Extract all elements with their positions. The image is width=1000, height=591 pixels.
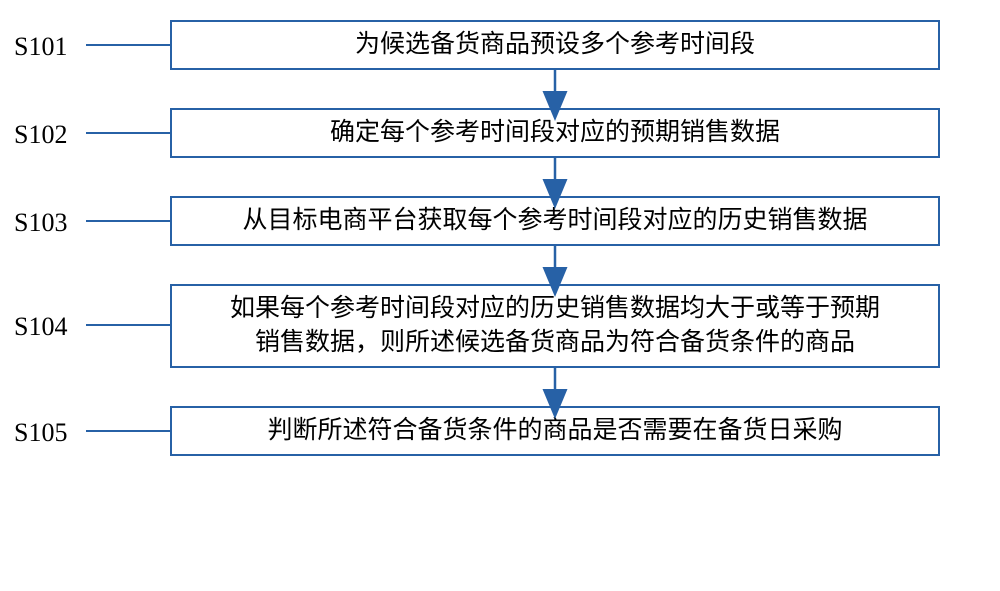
step-text: 判断所述符合备货条件的商品是否需要在备货日采购 bbox=[257, 414, 852, 448]
step-label-s101: S101 bbox=[14, 32, 67, 62]
step-label-s105: S105 bbox=[14, 418, 67, 448]
step-box-s105: 判断所述符合备货条件的商品是否需要在备货日采购 bbox=[170, 406, 940, 456]
step-box-s103: 从目标电商平台获取每个参考时间段对应的历史销售数据 bbox=[170, 196, 940, 246]
step-text: 从目标电商平台获取每个参考时间段对应的历史销售数据 bbox=[232, 204, 877, 238]
flowchart-canvas: 为候选备货商品预设多个参考时间段 S101 确定每个参考时间段对应的预期销售数据 S1… bbox=[0, 0, 1000, 591]
step-text: 如果每个参考时间段对应的历史销售数据均大于或等于预期 销售数据，则所述候选备货商… bbox=[220, 292, 890, 360]
step-label-s104: S104 bbox=[14, 312, 67, 342]
step-text: 确定每个参考时间段对应的预期销售数据 bbox=[320, 116, 790, 150]
step-text: 为候选备货商品预设多个参考时间段 bbox=[345, 28, 765, 62]
step-box-s102: 确定每个参考时间段对应的预期销售数据 bbox=[170, 108, 940, 158]
step-label-s102: S102 bbox=[14, 120, 67, 150]
step-box-s101: 为候选备货商品预设多个参考时间段 bbox=[170, 20, 940, 70]
step-box-s104: 如果每个参考时间段对应的历史销售数据均大于或等于预期 销售数据，则所述候选备货商… bbox=[170, 284, 940, 368]
step-label-s103: S103 bbox=[14, 208, 67, 238]
